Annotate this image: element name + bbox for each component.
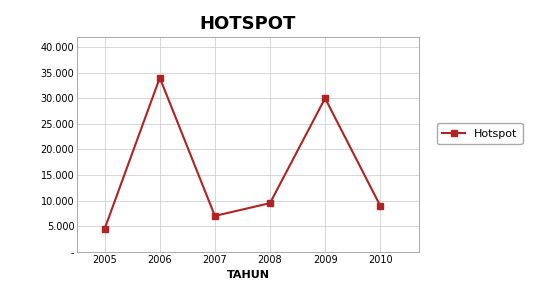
Hotspot [267, 201, 273, 205]
Hotspot [322, 96, 328, 100]
Legend: Hotspot: Hotspot [437, 123, 522, 144]
Hotspot [156, 76, 163, 80]
Hotspot [101, 227, 108, 231]
Hotspot [212, 214, 218, 218]
Hotspot [377, 204, 383, 208]
Line: Hotspot: Hotspot [101, 74, 383, 232]
Title: HOTSPOT: HOTSPOT [200, 14, 296, 33]
X-axis label: TAHUN: TAHUN [226, 270, 269, 280]
